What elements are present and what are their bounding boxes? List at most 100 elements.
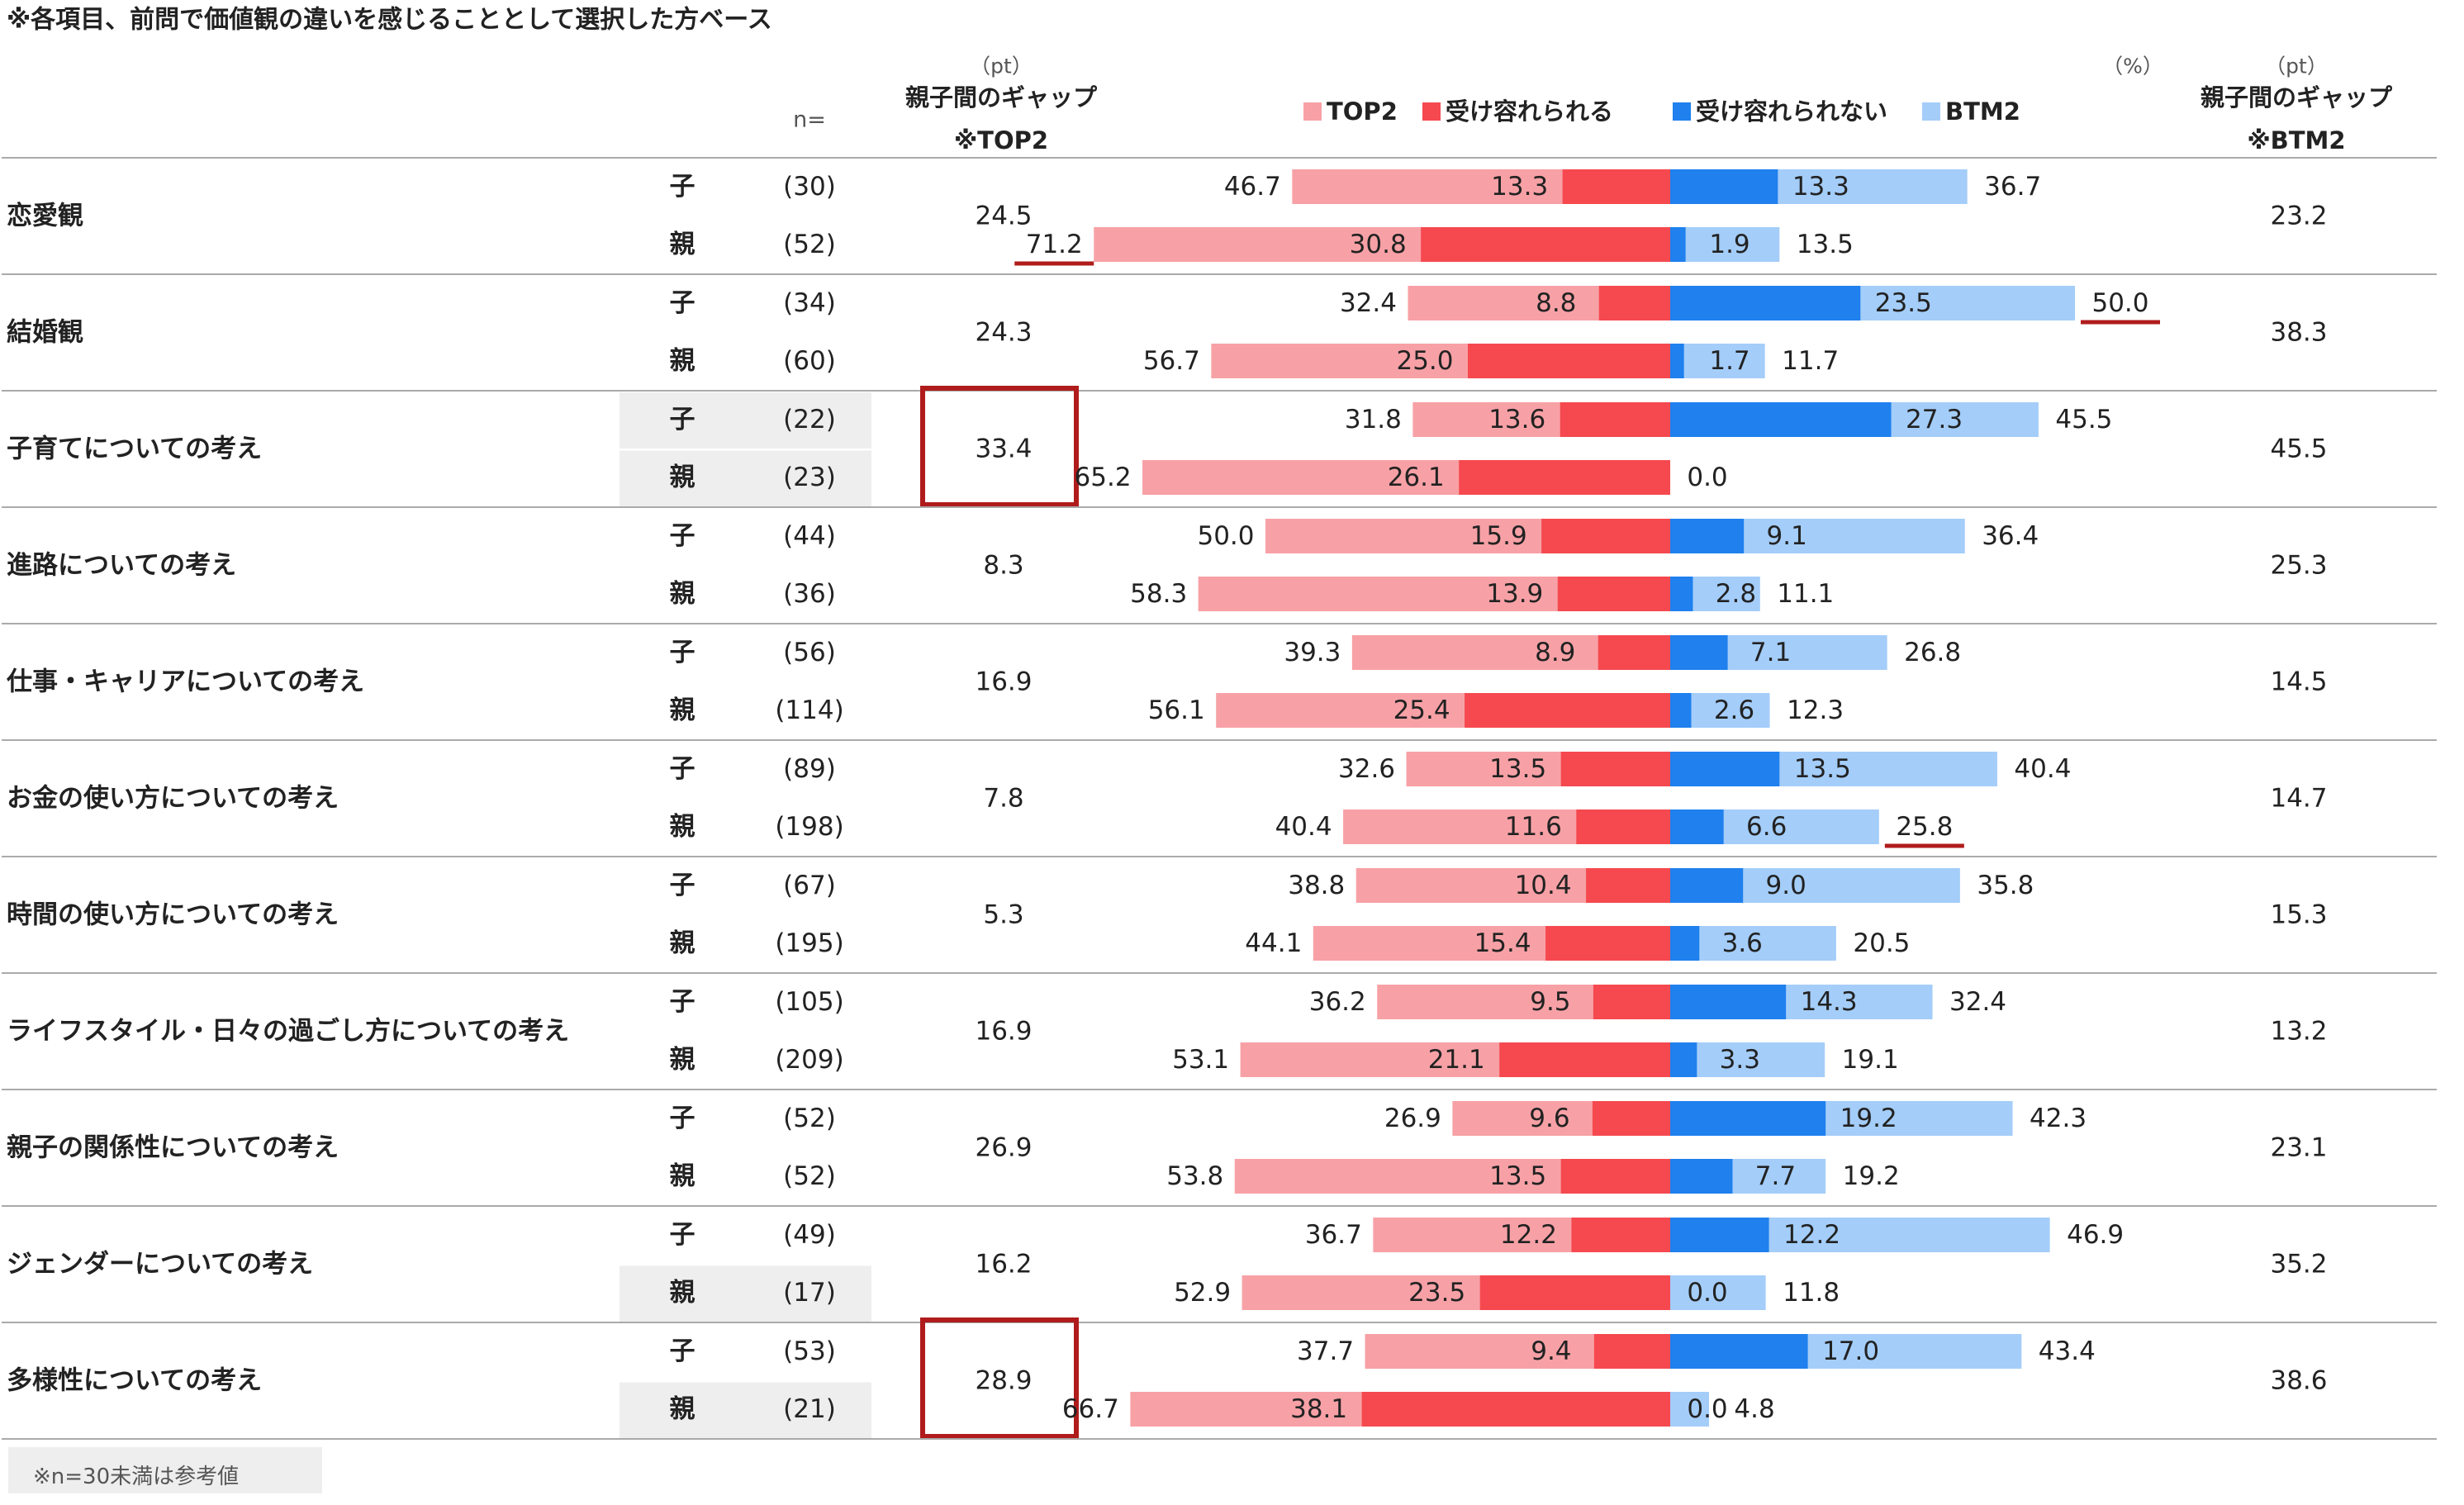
group-label: 子 — [670, 987, 696, 1017]
bar-reject — [1670, 926, 1700, 961]
bar-accept — [1593, 985, 1670, 1019]
value-accept: 13.5 — [1489, 1161, 1546, 1191]
value-accept: 8.8 — [1536, 288, 1576, 318]
gap-top2-value: 5.3 — [983, 900, 1023, 930]
gap-btm2-value: 38.6 — [2270, 1366, 2327, 1396]
bar-accept — [1459, 460, 1670, 495]
legend-swatch-2 — [1422, 102, 1441, 121]
value-btm2: 25.8 — [1896, 812, 1953, 842]
gap-top2-sub: ※TOP2 — [954, 126, 1048, 154]
value-accept: 15.9 — [1470, 521, 1527, 551]
value-top2: 50.0 — [1197, 521, 1254, 551]
gap-highlight-box — [920, 386, 1079, 507]
value-accept: 9.6 — [1529, 1104, 1569, 1133]
value-top2: 40.4 — [1275, 812, 1332, 842]
value-reject: 2.8 — [1716, 579, 1756, 609]
shaded-cell — [620, 1265, 871, 1322]
category-label: 多様性についての考え — [7, 1366, 262, 1396]
gap-top2-value: 28.9 — [975, 1366, 1032, 1396]
value-reject: 2.6 — [1714, 696, 1754, 725]
sample-size: (21) — [783, 1394, 836, 1424]
sample-size: (49) — [783, 1220, 836, 1250]
value-btm2: 36.4 — [1982, 521, 2039, 551]
group-label: 親 — [670, 230, 696, 259]
bar-reject — [1670, 1042, 1697, 1077]
value-accept: 26.1 — [1388, 463, 1445, 492]
group-label: 親 — [670, 696, 696, 725]
value-accept: 25.0 — [1396, 346, 1453, 376]
group-label: 親 — [670, 1161, 696, 1191]
bar-accept — [1557, 577, 1670, 611]
bar-accept — [1592, 1101, 1670, 1136]
group-label: 子 — [670, 1104, 696, 1133]
value-reject: 14.3 — [1801, 987, 1858, 1017]
n-label: n= — [793, 107, 826, 133]
value-accept: 15.4 — [1474, 928, 1531, 958]
group-label: 親 — [670, 1394, 696, 1424]
value-btm2: 43.4 — [2039, 1336, 2096, 1366]
group-label: 子 — [670, 871, 696, 900]
gap-top2-value: 33.4 — [975, 434, 1032, 464]
sample-size: (60) — [783, 346, 836, 376]
gap-btm2-sub: ※BTM2 — [2247, 126, 2345, 154]
sample-size: (198) — [775, 812, 843, 842]
legend-swatch-4 — [1922, 102, 1940, 121]
bar-reject — [1670, 1218, 1769, 1252]
bar-accept — [1479, 1275, 1670, 1310]
value-btm2: 36.7 — [1984, 172, 2041, 202]
category-label: 恋愛観 — [7, 202, 83, 231]
sample-size: (52) — [783, 1161, 836, 1191]
bar-reject — [1670, 286, 1861, 320]
bar-accept — [1361, 1392, 1670, 1427]
value-reject: 7.7 — [1755, 1161, 1796, 1191]
group-label: 親 — [670, 346, 696, 376]
value-top2: 65.2 — [1075, 463, 1132, 492]
value-btm2: 19.2 — [1843, 1161, 1900, 1191]
value-reject: 9.0 — [1766, 871, 1806, 900]
value-accept: 13.5 — [1489, 754, 1546, 784]
value-btm2: 11.1 — [1777, 579, 1834, 609]
gap-btm2-value: 14.7 — [2270, 784, 2327, 814]
value-top2: 44.1 — [1245, 928, 1302, 958]
gap-btm2-value: 38.3 — [2270, 318, 2327, 348]
bar-accept — [1560, 1159, 1670, 1194]
bar-accept — [1560, 752, 1670, 786]
sample-size: (56) — [783, 638, 836, 667]
category-label: 結婚観 — [7, 318, 83, 348]
sample-size: (36) — [783, 579, 836, 609]
value-reject: 9.1 — [1767, 521, 1807, 551]
value-btm2: 19.1 — [1842, 1045, 1899, 1075]
bar-accept — [1499, 1042, 1670, 1077]
sample-size: (53) — [783, 1336, 836, 1366]
sample-size: (89) — [783, 754, 836, 784]
gap-top2-value: 26.9 — [975, 1133, 1032, 1163]
gap-top2-unit: （pt） — [970, 55, 1033, 78]
value-btm2: 40.4 — [2014, 754, 2071, 784]
value-top2: 46.7 — [1224, 172, 1281, 202]
value-btm2: 50.0 — [2091, 288, 2148, 318]
value-btm2: 32.4 — [1949, 987, 2006, 1017]
value-reject: 27.3 — [1906, 405, 1963, 434]
value-top2: 31.8 — [1345, 405, 1402, 434]
value-btm2: 26.8 — [1904, 638, 1961, 667]
legend-label-1: TOP2 — [1327, 97, 1398, 126]
bar-btm2 — [1670, 227, 1780, 262]
category-label: 進路についての考え — [7, 551, 236, 581]
value-btm2: 4.8 — [1734, 1394, 1774, 1424]
sample-size: (52) — [783, 1104, 836, 1133]
gap-top2-value: 16.9 — [975, 667, 1032, 697]
value-top2: 32.6 — [1338, 754, 1395, 784]
bar-btm2 — [1670, 1392, 1710, 1427]
bar-accept — [1545, 926, 1670, 961]
value-reject: 1.7 — [1709, 346, 1749, 376]
value-accept: 10.4 — [1515, 871, 1572, 900]
value-btm2: 45.5 — [2055, 405, 2112, 434]
value-top2: 53.1 — [1172, 1045, 1229, 1075]
bar-reject — [1670, 985, 1787, 1019]
shaded-cell — [620, 392, 871, 449]
sample-size: (67) — [783, 871, 836, 900]
sample-size: (22) — [783, 405, 836, 434]
bar-reject — [1670, 402, 1892, 437]
value-accept: 9.5 — [1530, 987, 1570, 1017]
